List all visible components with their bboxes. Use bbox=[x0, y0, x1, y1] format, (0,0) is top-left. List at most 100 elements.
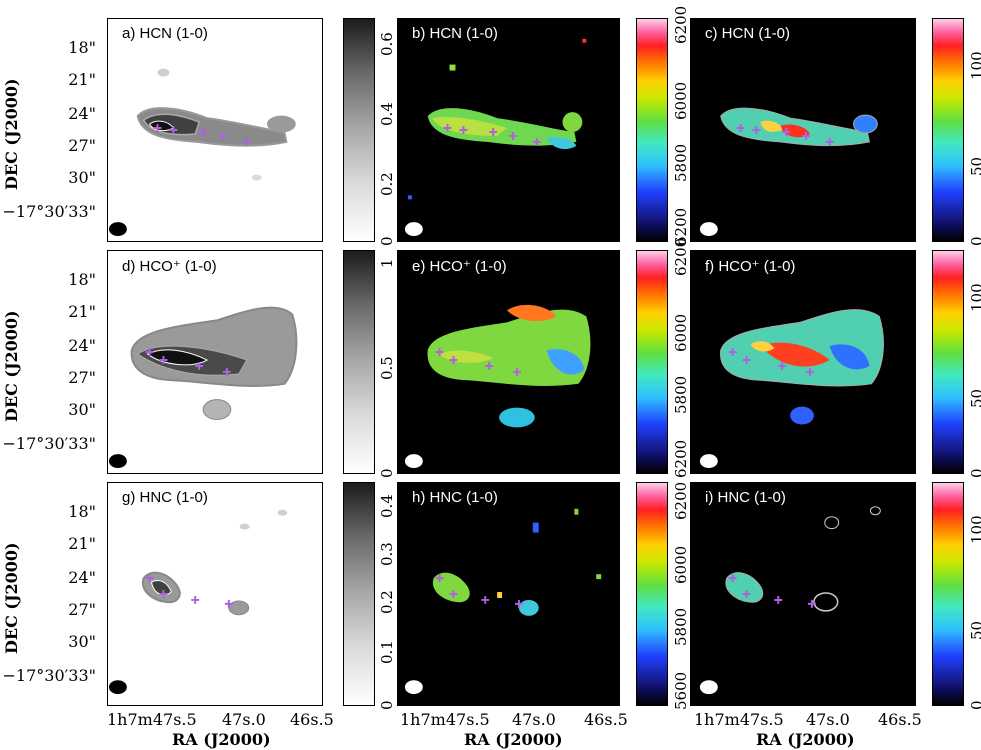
cb-tick: 0 bbox=[378, 236, 396, 246]
colorbar-gray-1 bbox=[343, 18, 375, 242]
colorbar-dispersion-2 bbox=[932, 250, 964, 474]
y-tick: 27" bbox=[68, 600, 96, 619]
cb-tick: 5800 bbox=[672, 143, 690, 182]
cb-tick: 0.2 bbox=[378, 590, 396, 614]
cb-tick: 0 bbox=[968, 468, 981, 478]
y-tick: 18" bbox=[68, 502, 96, 521]
y-tick: 27" bbox=[68, 368, 96, 387]
panel-f: f) HCO⁺ (1-0) bbox=[690, 250, 916, 474]
x-tick: 47s.0 bbox=[806, 710, 850, 729]
panel-label: e) HCO⁺ (1-0) bbox=[412, 258, 507, 275]
x-tick: 46s.5 bbox=[584, 710, 628, 729]
cb-tick: 6200 bbox=[672, 481, 690, 520]
y-axis-label: DEC (J2000) bbox=[2, 310, 21, 422]
cb-tick: 100 bbox=[968, 515, 981, 544]
cb-tick: 6200 bbox=[672, 237, 690, 276]
cb-tick: 5800 bbox=[672, 607, 690, 646]
x-tick: 1h7m47s.5 bbox=[694, 710, 784, 729]
panel-label: d) HCO⁺ (1-0) bbox=[122, 258, 217, 275]
cb-tick: 50 bbox=[968, 156, 981, 176]
y-tick: 30" bbox=[68, 400, 96, 419]
cb-tick: 5800 bbox=[672, 375, 690, 414]
y-tick: 24" bbox=[68, 568, 96, 587]
dispersion-map bbox=[699, 309, 884, 469]
cb-tick: 0 bbox=[968, 236, 981, 246]
cb-tick: 0.4 bbox=[378, 102, 396, 126]
panel-g: g) HNC (1-0) bbox=[107, 482, 323, 706]
x-tick: 46s.5 bbox=[878, 710, 922, 729]
cb-tick: 6200 bbox=[672, 439, 690, 478]
panel-c: c) HCN (1-0) bbox=[690, 18, 916, 242]
y-tick: −17°30′33" bbox=[2, 202, 96, 221]
cb-tick: 50 bbox=[968, 388, 981, 408]
cb-tick: 6000 bbox=[672, 81, 690, 120]
y-tick: 24" bbox=[68, 336, 96, 355]
y-tick: 30" bbox=[68, 632, 96, 651]
x-axis-label: RA (J2000) bbox=[464, 730, 563, 749]
x-tick: 47s.0 bbox=[512, 710, 556, 729]
colorbar-velocity-1 bbox=[636, 18, 668, 242]
y-tick: 18" bbox=[68, 38, 96, 57]
emission-map bbox=[108, 306, 298, 469]
cb-tick: 0.2 bbox=[378, 172, 396, 196]
panel-label: i) HNC (1-0) bbox=[705, 489, 786, 506]
cb-tick: 5600 bbox=[672, 671, 690, 710]
cb-tick: 0 bbox=[378, 700, 396, 710]
cb-tick: 6000 bbox=[672, 313, 690, 352]
x-axis-label: RA (J2000) bbox=[172, 730, 271, 749]
y-tick: 30" bbox=[68, 168, 96, 187]
panel-label: b) HCN (1-0) bbox=[412, 25, 498, 42]
colorbar-dispersion-1 bbox=[932, 18, 964, 242]
cb-tick: 50 bbox=[968, 620, 981, 640]
y-tick: −17°30′33" bbox=[2, 666, 96, 685]
x-tick: 47s.0 bbox=[222, 710, 266, 729]
panel-label: a) HCN (1-0) bbox=[122, 25, 208, 42]
panel-label: f) HCO⁺ (1-0) bbox=[705, 258, 796, 275]
y-tick: −17°30′33" bbox=[2, 434, 96, 453]
cb-tick: 0.4 bbox=[378, 494, 396, 518]
colorbar-gray-3 bbox=[343, 482, 375, 706]
panel-d: d) HCO⁺ (1-0) bbox=[107, 250, 323, 474]
dispersion-map bbox=[699, 506, 881, 695]
colorbar-velocity-3 bbox=[636, 482, 668, 706]
velocity-map bbox=[404, 304, 591, 469]
x-tick: 1h7m47s.5 bbox=[107, 710, 197, 729]
cb-tick: 6200 bbox=[672, 5, 690, 44]
colorbar-dispersion-3 bbox=[932, 482, 964, 706]
y-tick: 21" bbox=[68, 302, 96, 321]
cb-tick: 0.6 bbox=[378, 32, 396, 56]
panel-a: a) HCN (1-0) bbox=[107, 18, 323, 242]
panel-h: h) HNC (1-0) bbox=[397, 482, 620, 706]
x-axis-label: RA (J2000) bbox=[756, 730, 855, 749]
y-axis-label: DEC (J2000) bbox=[2, 542, 21, 654]
cb-tick: 0 bbox=[378, 468, 396, 478]
x-tick: 46s.5 bbox=[290, 710, 334, 729]
colorbar-gray-2 bbox=[343, 250, 375, 474]
colorbar-velocity-2 bbox=[636, 250, 668, 474]
panel-label: c) HCN (1-0) bbox=[705, 25, 790, 42]
cb-tick: 6000 bbox=[672, 545, 690, 584]
y-axis-label: DEC (J2000) bbox=[2, 78, 21, 190]
y-tick: 21" bbox=[68, 70, 96, 89]
x-tick: 1h7m47s.5 bbox=[400, 710, 490, 729]
cb-tick: 100 bbox=[968, 283, 981, 312]
cb-tick: 100 bbox=[968, 51, 981, 80]
y-tick: 18" bbox=[68, 270, 96, 289]
y-tick: 24" bbox=[68, 104, 96, 123]
velocity-map bbox=[404, 508, 602, 695]
panel-b: b) HCN (1-0) bbox=[397, 18, 620, 242]
y-tick: 27" bbox=[68, 136, 96, 155]
panel-label: g) HNC (1-0) bbox=[122, 489, 208, 506]
cb-tick: 0.3 bbox=[378, 542, 396, 566]
cb-tick: 0.1 bbox=[378, 640, 396, 664]
panel-i: i) HNC (1-0) bbox=[690, 482, 916, 706]
dispersion-map bbox=[699, 107, 878, 237]
cb-tick: 0 bbox=[968, 700, 981, 710]
panel-label: h) HNC (1-0) bbox=[412, 489, 498, 506]
cb-tick: 1 bbox=[378, 258, 396, 268]
emission-map bbox=[108, 509, 288, 695]
y-tick: 21" bbox=[68, 534, 96, 553]
emission-map bbox=[108, 68, 296, 237]
cb-tick: 0.5 bbox=[378, 356, 396, 380]
velocity-map bbox=[404, 38, 587, 237]
